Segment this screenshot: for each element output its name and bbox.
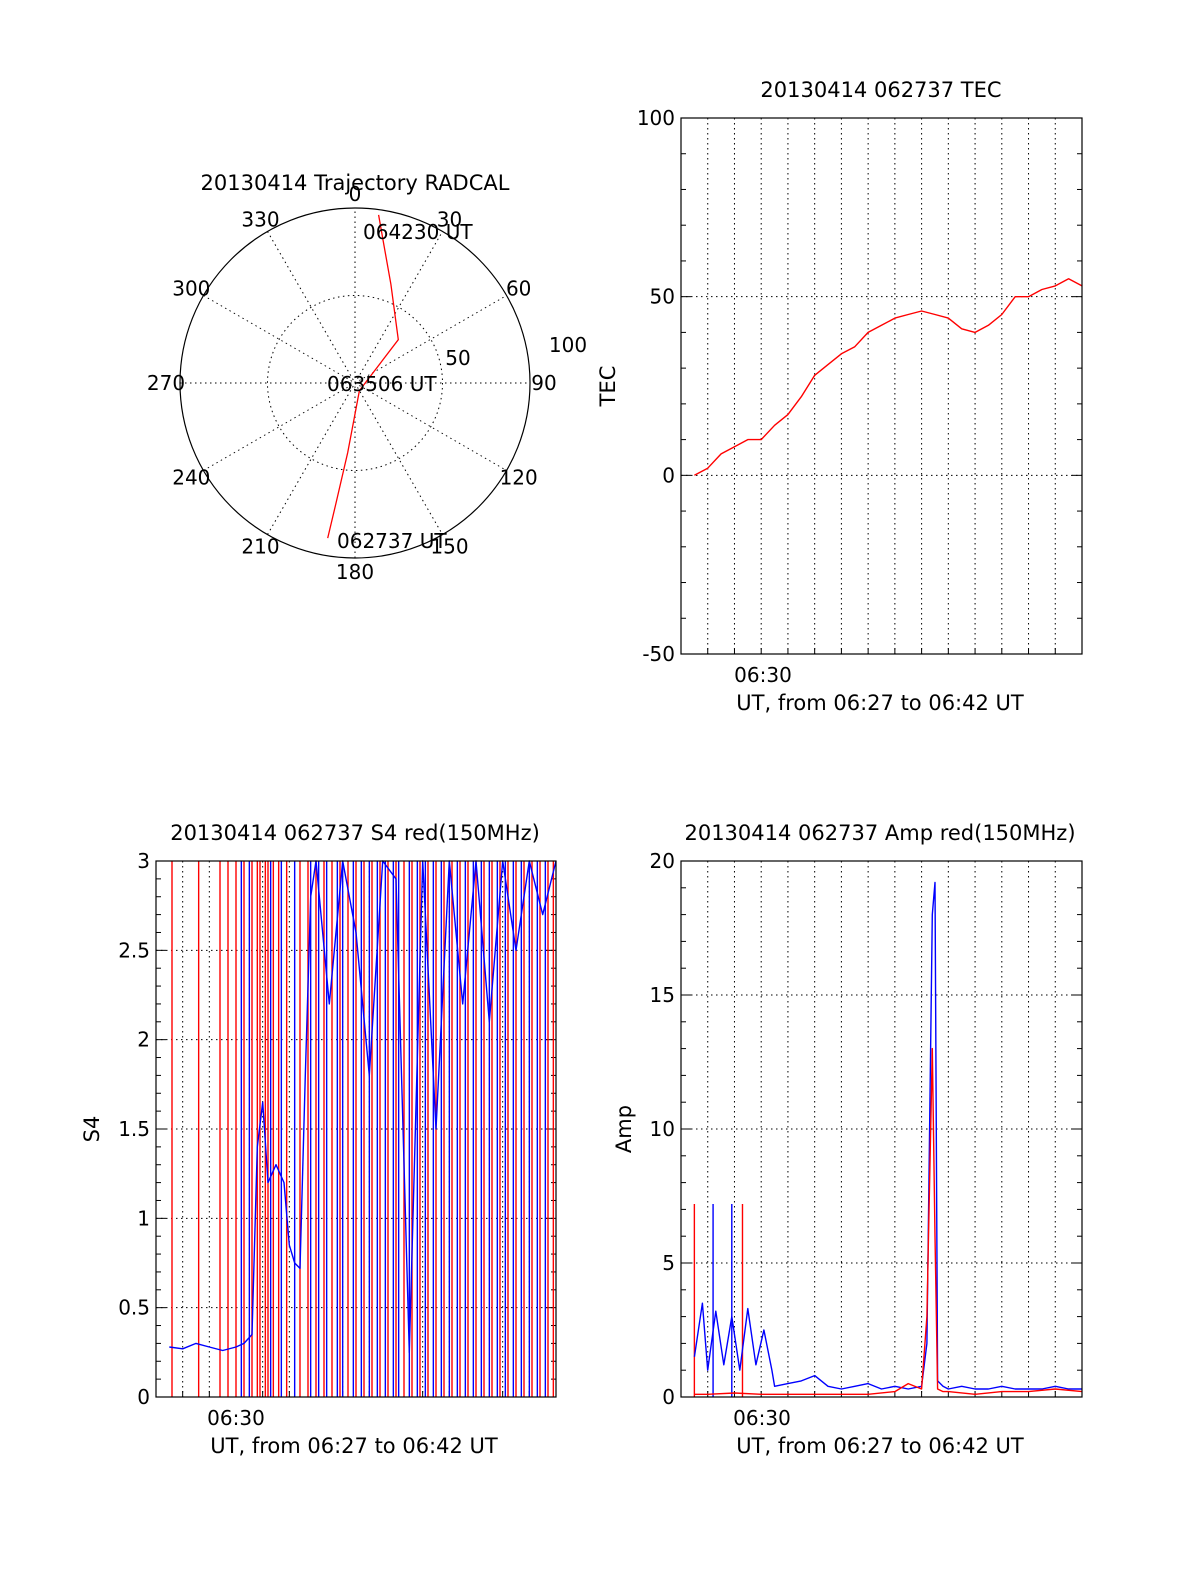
polar-angle-label-120: 120 <box>500 466 538 490</box>
polar-radial-label-50: 50 <box>445 346 470 370</box>
polar-angle-label-210: 210 <box>241 535 279 559</box>
polar-title: 20130414 Trajectory RADCAL <box>201 171 510 195</box>
polar-spoke-150 <box>267 231 443 535</box>
ytick-label--50: -50 <box>642 642 675 666</box>
tec-series <box>694 278 1083 476</box>
ytick-label-0: 0 <box>662 1385 675 1409</box>
polar-radial-label-100: 100 <box>549 333 587 357</box>
ytick-label-0: 0 <box>137 1385 150 1409</box>
tec-xtick-label: 06:30 <box>734 663 792 687</box>
polar-angle-label-180: 180 <box>336 560 374 584</box>
polar-angle-label-270: 270 <box>147 371 185 395</box>
polar-angle-label-0: 0 <box>349 182 362 206</box>
tec-frame <box>680 117 1083 655</box>
amp-xlabel: UT, from 06:27 to 06:42 UT <box>736 1434 1024 1458</box>
ytick-label-50: 50 <box>650 285 675 309</box>
polar-spokes <box>180 208 530 558</box>
amp-panel: 20130414 062737 Amp red(150MHz) Amp 06:3… <box>612 821 1083 1458</box>
amp-gridlines <box>681 860 1082 1398</box>
tec-title: 20130414 062737 TEC <box>760 78 1001 102</box>
ytick-label-2: 2 <box>137 1028 150 1052</box>
polar-angle-labels: 0 30 60 90 120 150 180 210 240 270 300 330 <box>147 182 557 584</box>
s4-xlabel: UT, from 06:27 to 06:42 UT <box>210 1434 498 1458</box>
ytick-label-10: 10 <box>650 1117 675 1141</box>
ytick-label-3: 3 <box>137 849 150 873</box>
tec-xlabel: UT, from 06:27 to 06:42 UT <box>736 691 1024 715</box>
polar-angle-label-90: 90 <box>531 371 556 395</box>
ytick-label-1.5: 1.5 <box>118 1117 150 1141</box>
tec-gridlines <box>681 117 1082 655</box>
amp-series <box>693 881 1083 1397</box>
amp-ylabel: Amp <box>612 1105 636 1153</box>
ytick-label-100: 100 <box>637 106 675 130</box>
polar-inner-circle <box>267 295 443 471</box>
s4-series <box>169 860 557 1397</box>
amp-frame <box>680 860 1083 1398</box>
ytick-label-20: 20 <box>650 849 675 873</box>
series-line-blue <box>693 881 1082 1390</box>
s4-ytick-labels: 0 0.5 1 1.5 2 2.5 3 <box>118 849 150 1409</box>
amp-ytick-labels: 0 5 10 15 20 <box>650 849 675 1409</box>
s4-ylabel: S4 <box>80 1116 104 1143</box>
polar-angle-label-30: 30 <box>437 207 462 231</box>
polar-annotation-end: 062737 UT <box>337 529 447 553</box>
polar-angle-label-330: 330 <box>241 207 279 231</box>
polar-angle-label-60: 60 <box>506 277 531 301</box>
s4-title: 20130414 062737 S4 red(150MHz) <box>170 821 540 845</box>
polar-angle-label-150: 150 <box>430 535 468 559</box>
tec-ytick-labels: -50 0 50 100 <box>637 106 675 666</box>
s4-frame <box>155 860 557 1398</box>
polar-angle-label-300: 300 <box>172 277 210 301</box>
ytick-label-5: 5 <box>662 1251 675 1275</box>
tec-ylabel: TEC <box>596 366 620 408</box>
ytick-label-0: 0 <box>662 463 675 487</box>
ytick-label-2.5: 2.5 <box>118 938 150 962</box>
series-line-red <box>694 1047 1083 1396</box>
amp-xtick-label: 06:30 <box>733 1406 791 1430</box>
polar-annotation-mid: 063506 UT <box>327 372 437 396</box>
s4-panel: 20130414 062737 S4 red(150MHz) S4 06:30 … <box>80 821 557 1458</box>
polar-trajectory-panel: 20130414 Trajectory RADCAL 0 30 60 90 120 150… <box>147 171 587 584</box>
polar-trajectory-line <box>327 214 399 539</box>
ytick-label-1: 1 <box>137 1206 150 1230</box>
amp-title: 20130414 062737 Amp red(150MHz) <box>684 821 1075 845</box>
series-line-red <box>694 278 1083 476</box>
polar-annotation-start: 064230 UT <box>363 220 473 244</box>
tec-panel: 20130414 062737 TEC TEC 06:30 UT, from 0… <box>596 78 1083 715</box>
ytick-label-15: 15 <box>650 983 675 1007</box>
ytick-label-0.5: 0.5 <box>118 1296 150 1320</box>
s4-xtick-label: 06:30 <box>207 1406 265 1430</box>
polar-angle-label-240: 240 <box>172 466 210 490</box>
